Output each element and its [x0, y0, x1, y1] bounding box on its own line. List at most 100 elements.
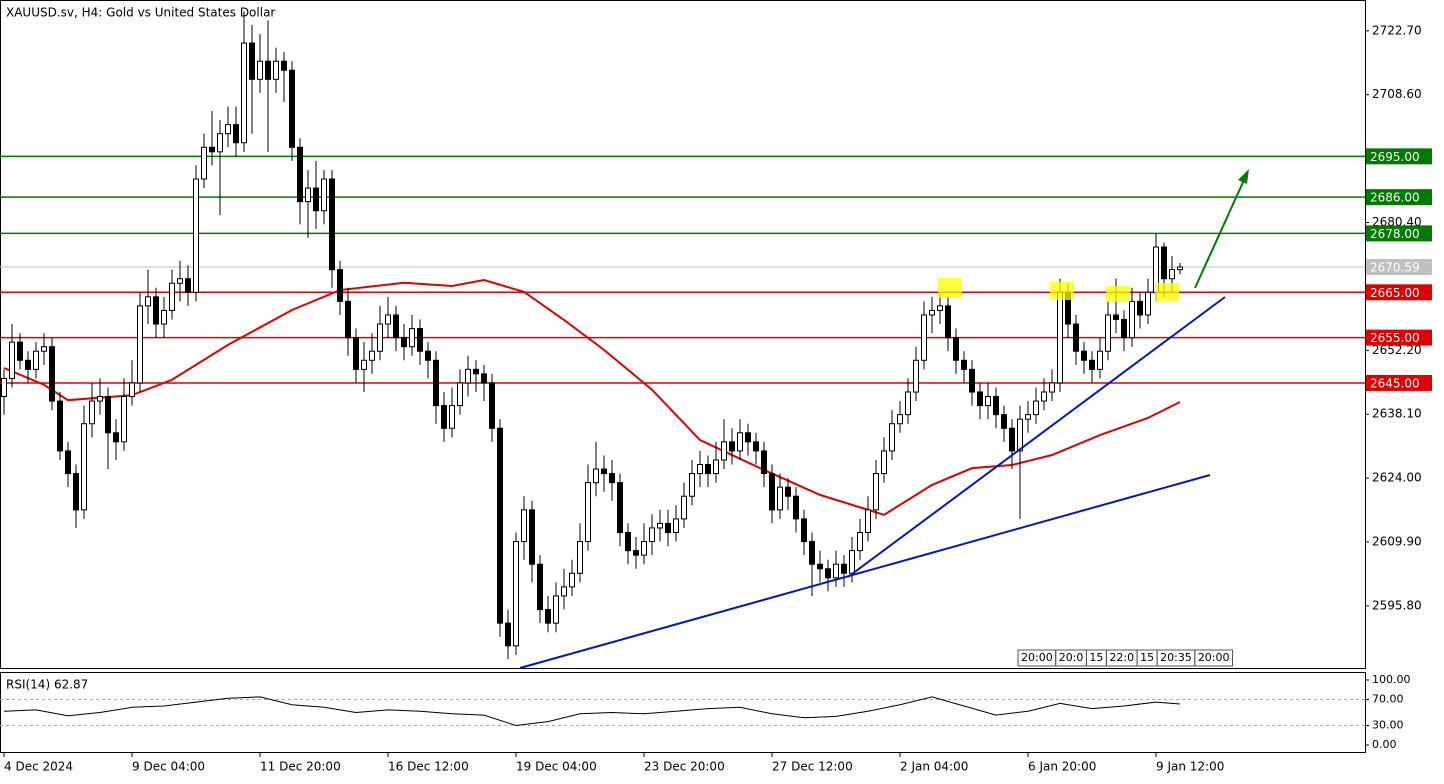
candle-body: [1177, 266, 1183, 271]
highlight: [938, 278, 962, 298]
candle-body: [385, 314, 391, 325]
y-tick-label: 2708.60: [1372, 87, 1422, 101]
candle-body: [1137, 300, 1143, 316]
candle-body: [129, 382, 135, 398]
candle-body: [161, 309, 167, 325]
highlight-boxes: [938, 278, 1179, 302]
candle-body: [289, 69, 295, 148]
time-marker: 20:00: [1021, 651, 1053, 664]
candle-body: [169, 282, 175, 311]
candle-body: [529, 509, 535, 565]
candle-body: [1033, 400, 1039, 416]
candle-body: [49, 346, 55, 402]
candle-body: [353, 337, 359, 370]
candle-body: [121, 396, 127, 443]
candle-body: [793, 495, 799, 520]
candle-body: [489, 382, 495, 429]
time-marker: 15: [1140, 651, 1154, 664]
x-tick-label: 6 Jan 20:00: [1028, 760, 1096, 774]
candle-body: [945, 305, 951, 339]
candle-body: [33, 350, 39, 370]
x-tick-label: 9 Dec 04:00: [132, 760, 205, 774]
candle-body: [705, 464, 711, 475]
candle-body: [937, 305, 943, 311]
rsi-line: [3, 696, 1181, 727]
current-price-label: 2670.59: [1370, 260, 1420, 274]
candle-body: [25, 359, 31, 370]
candle-body: [985, 396, 991, 407]
candle-body: [1121, 318, 1127, 339]
candle-body: [105, 396, 111, 434]
time-marker-box: [1194, 649, 1234, 667]
candle-body: [1097, 350, 1103, 370]
level-label-box: [1366, 148, 1432, 165]
candle-body: [545, 609, 551, 624]
level-label-box: [1366, 225, 1432, 242]
level-label-box: [1366, 284, 1432, 301]
rsi-tick-label: 30.00: [1372, 719, 1404, 732]
x-tick-label: 19 Dec 04:00: [516, 760, 597, 774]
candle-body: [1049, 382, 1055, 393]
time-marker: 20:0: [1059, 651, 1084, 664]
candle-body: [777, 486, 783, 511]
time-marker: 20:35: [1160, 651, 1192, 664]
arrow-head: [1238, 169, 1249, 184]
rsi-panel: [0, 672, 1366, 753]
candle-body: [1161, 246, 1167, 280]
candle-body: [801, 518, 807, 543]
candle-body: [537, 563, 543, 611]
candle-body: [361, 359, 367, 370]
rsi-tick-label: 100.00: [1372, 673, 1411, 686]
candle-body: [401, 337, 407, 348]
candle-body: [809, 541, 815, 565]
candle-body: [17, 341, 23, 361]
candle-body: [1041, 391, 1047, 402]
candle-body: [553, 595, 559, 624]
candle-body: [897, 414, 903, 425]
highlight: [1155, 283, 1179, 301]
candle-body: [593, 468, 599, 484]
candle-body: [577, 541, 583, 574]
candle-body: [113, 432, 119, 443]
candle-body: [449, 405, 455, 429]
candle-body: [833, 563, 839, 579]
candle-body: [921, 314, 927, 361]
highlight: [1106, 286, 1130, 302]
candle-body: [721, 441, 727, 461]
trendline: [847, 296, 1226, 578]
y-tick-label: 2638.10: [1372, 407, 1422, 421]
candle-body: [817, 563, 823, 570]
x-tick-label: 27 Dec 12:00: [772, 760, 853, 774]
candle-body: [825, 568, 831, 579]
main-panel: [0, 0, 1366, 669]
candle-body: [953, 337, 959, 361]
candle-body: [305, 187, 311, 203]
time-marker: 22:0: [1109, 651, 1134, 664]
candle-body: [89, 400, 95, 425]
level-label: 2665.00: [1370, 286, 1420, 300]
candle-body: [1145, 291, 1151, 316]
candle-body: [865, 509, 871, 533]
candle-body: [641, 541, 647, 556]
candle-body: [313, 187, 319, 212]
layers: [0, 11, 1369, 757]
candle-body: [745, 432, 751, 443]
candle-body: [425, 350, 431, 361]
candle-body: [225, 124, 231, 135]
candle-body: [697, 464, 703, 475]
candle-body: [665, 522, 671, 533]
candle-body: [1105, 314, 1111, 352]
candle-body: [873, 473, 879, 511]
candle-body: [393, 314, 399, 339]
candle-body: [657, 522, 663, 529]
x-tick-label: 11 Dec 20:00: [260, 760, 341, 774]
candle-body: [153, 296, 159, 325]
candle-body: [585, 482, 591, 543]
candle-body: [761, 450, 767, 475]
candle-body: [281, 60, 287, 71]
candle-body: [649, 527, 655, 543]
candle-body: [217, 133, 223, 153]
candle-body: [73, 473, 79, 511]
